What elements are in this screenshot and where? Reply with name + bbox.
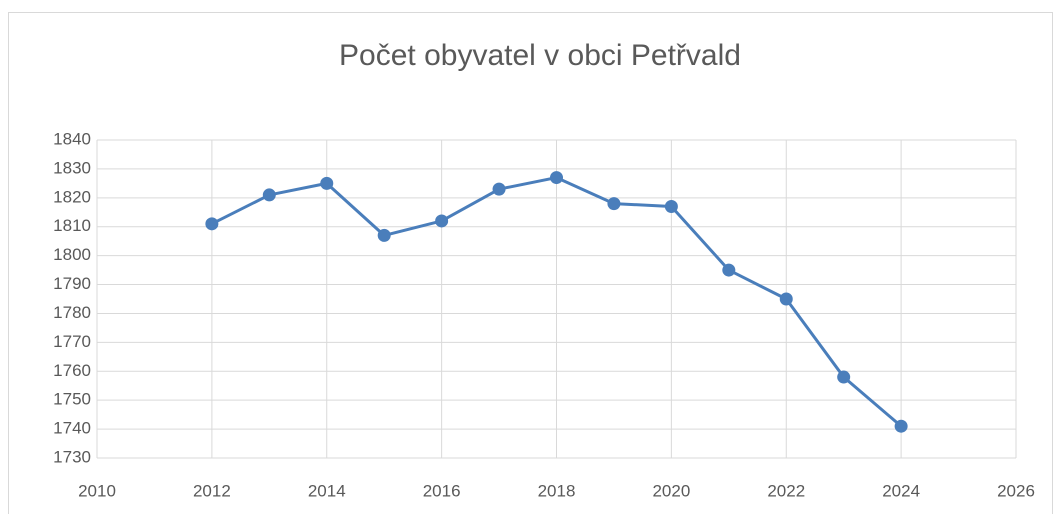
chart-title: Počet obyvatel v obci Petřvald — [339, 39, 741, 72]
marker — [779, 292, 793, 306]
y-tick-label: 1820 — [53, 187, 91, 206]
marker — [550, 171, 563, 185]
marker — [492, 182, 506, 196]
y-tick-label: 1780 — [53, 303, 91, 322]
y-tick-label: 1830 — [53, 158, 91, 177]
x-tick-label: 2010 — [78, 481, 116, 500]
marker — [664, 199, 678, 213]
y-tick-label: 1790 — [53, 274, 91, 293]
x-tick-label: 2012 — [193, 481, 231, 500]
marker — [205, 217, 219, 231]
x-tick-label: 2016 — [423, 481, 461, 500]
chart-frame — [8, 12, 1053, 514]
x-tick-label: 2022 — [767, 481, 805, 500]
marker — [262, 188, 276, 202]
y-tick-label: 1760 — [53, 361, 91, 380]
marker — [377, 228, 391, 242]
y-tick-label: 1730 — [53, 447, 91, 466]
x-tick-label: 2026 — [997, 481, 1035, 500]
marker — [894, 419, 908, 433]
y-tick-label: 1770 — [53, 332, 91, 351]
x-tick-label: 2024 — [882, 481, 920, 500]
y-tick-label: 1800 — [53, 245, 91, 264]
y-tick-label: 1740 — [53, 419, 91, 438]
x-tick-label: 2018 — [538, 481, 576, 500]
marker — [320, 176, 334, 190]
y-tick-label: 1840 — [53, 129, 91, 148]
marker — [837, 370, 851, 384]
x-tick-label: 2014 — [308, 481, 346, 500]
marker — [607, 197, 621, 211]
x-tick-label: 2020 — [652, 481, 690, 500]
y-tick-label: 1750 — [53, 390, 91, 409]
y-tick-label: 1810 — [53, 216, 91, 235]
marker — [435, 214, 449, 228]
marker — [722, 263, 736, 277]
